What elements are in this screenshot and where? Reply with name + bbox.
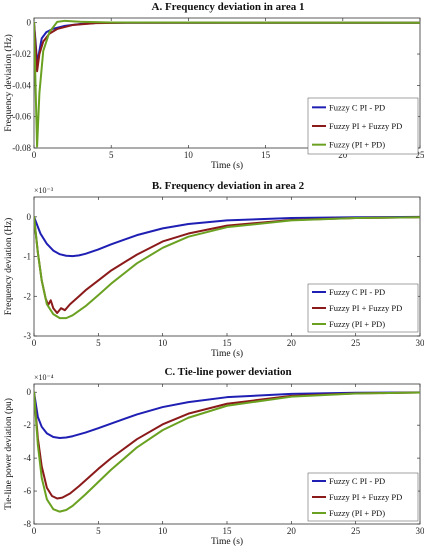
x-tick-label: 10	[184, 150, 194, 160]
x-axis-label: Time (s)	[211, 536, 243, 547]
y-tick-label: -1	[24, 252, 32, 262]
series-line-3	[34, 391, 420, 513]
y-tick-label: -8	[24, 519, 32, 529]
x-axis-label: Time (s)	[211, 348, 243, 359]
y-axis-label: Frequency deviation (Hz)	[3, 218, 14, 316]
y-axis-exponent: ×10⁻³	[34, 186, 54, 195]
y-tick-label: -4	[24, 453, 32, 463]
x-tick-label: 0	[32, 150, 37, 160]
y-axis-label: Tie-line power deviation (pu)	[3, 398, 14, 510]
x-tick-label: 25	[416, 150, 424, 160]
x-tick-label: 10	[158, 526, 168, 536]
series-line-2	[34, 391, 420, 500]
legend-entry: Fuzzy (PI + PD)	[329, 508, 385, 518]
series-line-1	[34, 391, 420, 440]
series-line-1	[34, 215, 420, 258]
y-tick-label: -3	[24, 331, 32, 341]
chart-panel-1: A. Frequency deviation in area 1 0 5 10 15 20…	[3, 1, 424, 171]
x-tick-label: 0	[32, 338, 37, 348]
x-tick-label: 15	[223, 338, 233, 348]
chart-title: C. Tie-line power deviation	[164, 366, 291, 378]
chart-title: A. Frequency deviation in area 1	[152, 1, 305, 13]
y-tick-label: -0.02	[12, 49, 31, 59]
y-tick-label: -2	[24, 420, 32, 430]
y-tick-label: -2	[24, 291, 32, 301]
chart-title: B. Frequency deviation in area 2	[152, 180, 305, 192]
x-tick-label: 30	[416, 526, 424, 536]
legend-box	[307, 97, 419, 155]
chart-panel-3: C. Tie-line power deviation 0 5 10 15 20 25 30 0…	[3, 366, 424, 547]
y-tick-label: -0.04	[12, 80, 31, 90]
series-group	[34, 391, 420, 513]
series-line-3	[34, 215, 420, 320]
y-tick-label: 0	[27, 387, 32, 397]
legend-entry: Fuzzy C PI - PD	[329, 287, 385, 297]
y-axis-label: Frequency deviation (Hz)	[3, 34, 14, 132]
legend-entry: Fuzzy C PI - PD	[329, 102, 385, 112]
y-tick-label: 0	[27, 212, 32, 222]
legend-entry: Fuzzy (PI + PD)	[329, 140, 385, 150]
x-tick-label: 10	[158, 338, 168, 348]
legend-box	[307, 283, 419, 333]
series-group	[34, 19, 420, 148]
legend-entry: Fuzzy (PI + PD)	[329, 319, 385, 329]
x-tick-label: 15	[261, 150, 271, 160]
x-tick-label: 15	[223, 526, 233, 536]
legend-box	[307, 472, 419, 522]
x-tick-label: 5	[109, 150, 114, 160]
legend-entry: Fuzzy PI + Fuzzy PD	[329, 492, 402, 502]
legend: Fuzzy C PI - PD Fuzzy PI + Fuzzy PD Fuzzy …	[307, 472, 419, 522]
x-tick-label: 20	[287, 338, 297, 348]
x-tick-label: 25	[351, 526, 361, 536]
x-tick-label: 5	[96, 526, 101, 536]
series-group	[34, 215, 420, 320]
legend-entry: Fuzzy PI + Fuzzy PD	[329, 121, 402, 131]
x-tick-label: 20	[287, 526, 297, 536]
y-axis-exponent: ×10⁻⁴	[34, 373, 54, 382]
legend: Fuzzy C PI - PD Fuzzy PI + Fuzzy PD Fuzzy …	[307, 283, 419, 333]
x-tick-label: 5	[96, 338, 101, 348]
series-line-3	[34, 19, 420, 148]
legend: Fuzzy C PI - PD Fuzzy PI + Fuzzy PD Fuzzy …	[307, 97, 419, 155]
x-tick-label: 25	[351, 338, 361, 348]
x-tick-label: 0	[32, 526, 37, 536]
legend-entry: Fuzzy PI + Fuzzy PD	[329, 303, 402, 313]
y-tick-label: 0	[27, 18, 32, 28]
x-axis-label: Time (s)	[211, 160, 243, 171]
x-tick-label: 20	[338, 150, 348, 160]
y-tick-label: -0.08	[12, 143, 31, 153]
legend-entry: Fuzzy C PI - PD	[329, 476, 385, 486]
y-tick-label: -0.06	[12, 112, 31, 122]
chart-panel-2: B. Frequency deviation in area 2 0 5 10 15 20…	[3, 180, 424, 359]
x-tick-label: 30	[416, 338, 424, 348]
y-tick-label: -6	[24, 486, 32, 496]
